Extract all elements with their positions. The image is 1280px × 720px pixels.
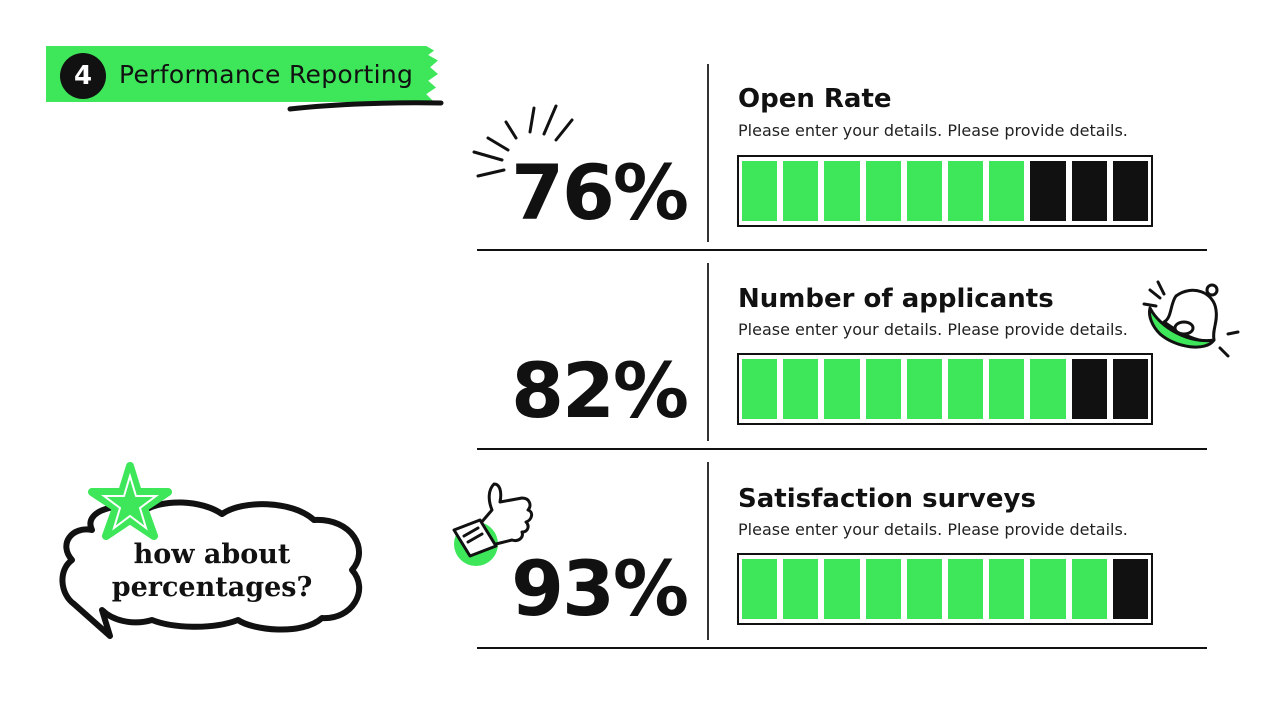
progress-segment-filled — [865, 161, 901, 221]
progress-segment-filled — [742, 359, 778, 419]
progress-bar — [737, 155, 1153, 227]
progress-segment-empty — [1030, 161, 1066, 221]
progress-segment-empty — [1112, 359, 1149, 419]
progress-segment-filled — [783, 559, 819, 619]
column-divider — [707, 462, 709, 640]
progress-segment-filled — [989, 161, 1025, 221]
progress-segment-filled — [948, 161, 984, 221]
progress-segment-filled — [824, 559, 860, 619]
column-divider — [707, 263, 709, 441]
column-divider — [707, 64, 709, 242]
progress-segment-filled — [989, 559, 1025, 619]
metric-percent: 76% — [511, 148, 689, 237]
progress-segment-filled — [948, 559, 984, 619]
row-divider — [477, 448, 1207, 450]
metric-description: Please enter your details. Please provid… — [738, 320, 1128, 339]
progress-segment-filled — [906, 559, 943, 619]
progress-segment-filled — [906, 359, 943, 419]
page-title: Performance Reporting — [119, 60, 414, 89]
metric-title: Number of applicants — [738, 284, 1054, 314]
row-divider — [477, 647, 1207, 649]
progress-segment-filled — [1030, 559, 1066, 619]
metric-description: Please enter your details. Please provid… — [738, 121, 1128, 140]
progress-segment-empty — [1071, 359, 1107, 419]
progress-segment-filled — [824, 161, 860, 221]
progress-bar — [737, 553, 1153, 625]
progress-segment-filled — [989, 359, 1025, 419]
progress-segment-filled — [948, 359, 984, 419]
bubble-text: how about percentages? — [111, 539, 313, 603]
progress-bar — [737, 353, 1153, 425]
progress-segment-filled — [865, 559, 901, 619]
thumbs-up-icon — [452, 482, 534, 566]
progress-segment-empty — [1112, 161, 1149, 221]
speech-bubble — [59, 499, 363, 639]
progress-segment-filled — [824, 359, 860, 419]
progress-segment-filled — [1030, 359, 1066, 419]
progress-segment-filled — [742, 559, 778, 619]
star-icon — [88, 462, 172, 540]
progress-segment-filled — [1071, 559, 1107, 619]
metric-percent: 82% — [511, 346, 689, 435]
progress-segment-filled — [783, 161, 819, 221]
metric-description: Please enter your details. Please provid… — [738, 520, 1128, 539]
progress-segment-filled — [906, 161, 943, 221]
section-tag — [46, 46, 438, 102]
tag-underline-stroke — [287, 100, 444, 112]
bell-icon — [1142, 280, 1240, 358]
metric-percent: 93% — [511, 544, 689, 633]
burst-icon — [472, 104, 574, 178]
section-number-badge: 4 — [62, 55, 104, 97]
progress-segment-empty — [1112, 559, 1149, 619]
metric-title: Open Rate — [738, 84, 892, 114]
metric-title: Satisfaction surveys — [738, 484, 1036, 514]
progress-segment-filled — [783, 359, 819, 419]
progress-segment-filled — [742, 161, 778, 221]
row-divider — [477, 249, 1207, 251]
progress-segment-empty — [1071, 161, 1107, 221]
progress-segment-filled — [865, 359, 901, 419]
